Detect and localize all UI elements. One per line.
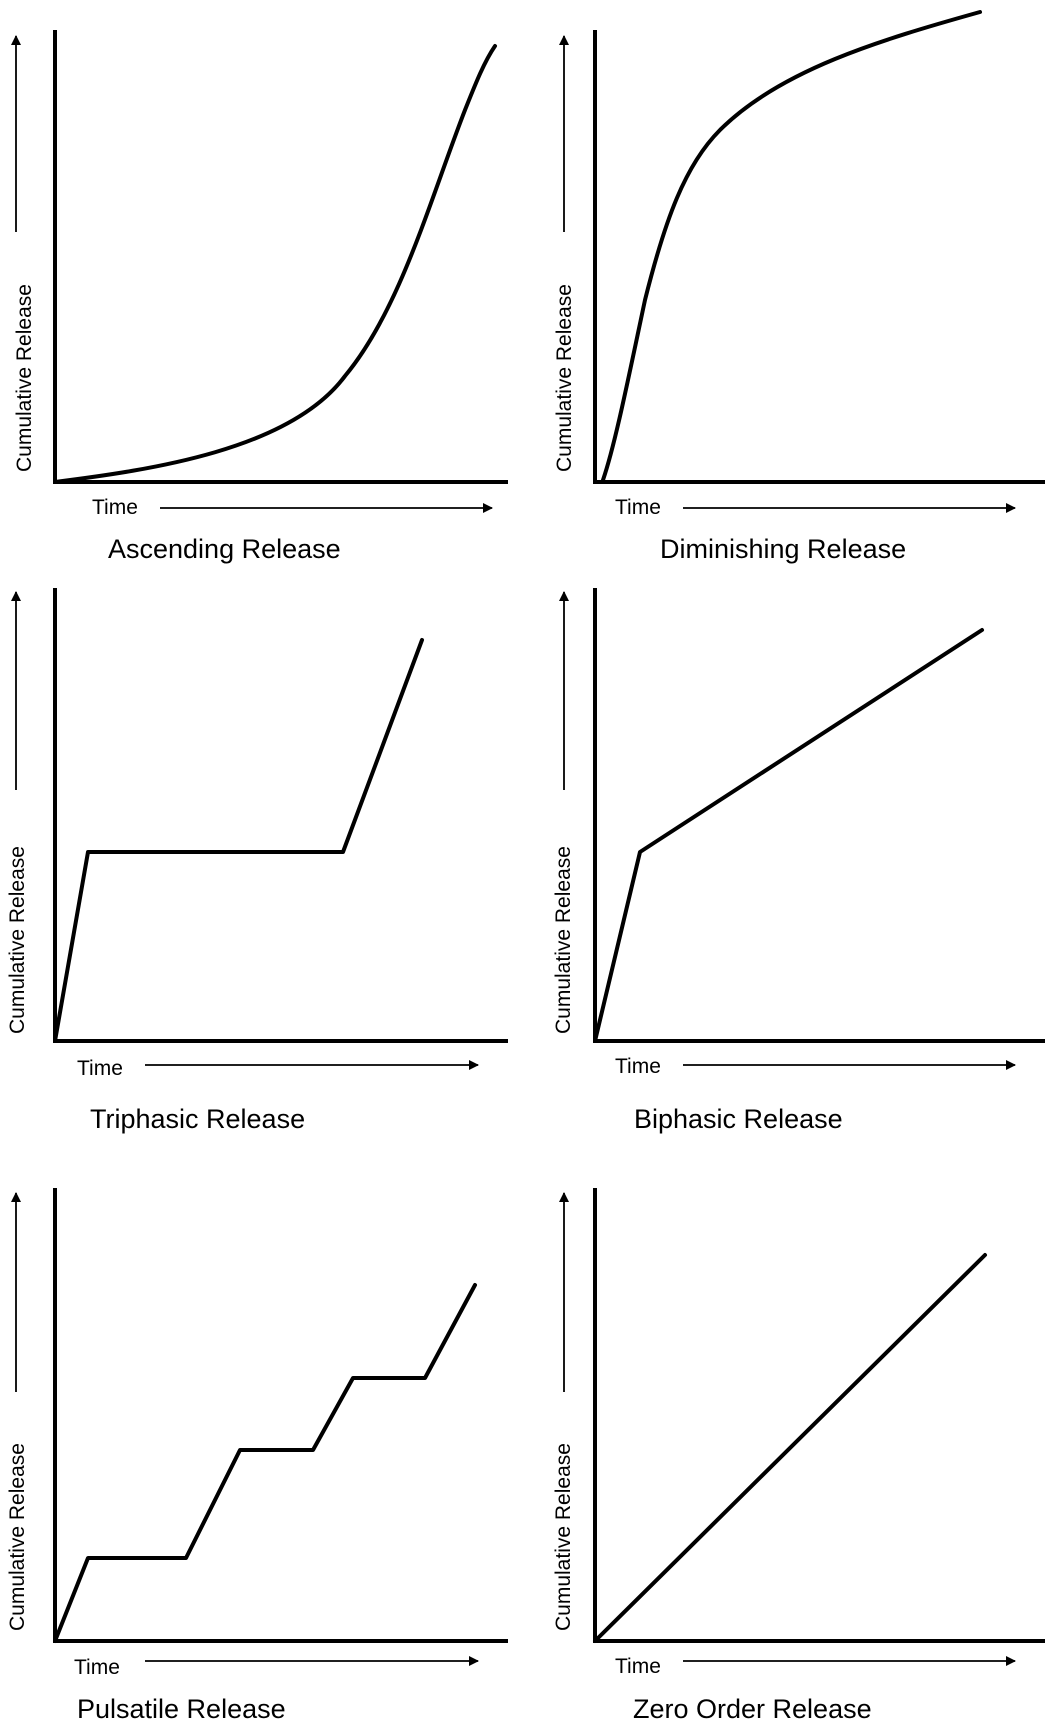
y-axis-label: Cumulative Release	[553, 284, 576, 472]
panel-title: Pulsatile Release	[77, 1694, 286, 1724]
panel-zero-order: Cumulative Release Time Zero Order Relea…	[552, 1188, 1045, 1724]
triphasic-curve	[53, 638, 424, 1043]
diminishing-curve	[601, 10, 982, 482]
x-axis-label: Time	[615, 1655, 661, 1678]
y-axis-label: Cumulative Release	[552, 846, 575, 1034]
panel-triphasic: Cumulative Release Time Triphasic Releas…	[6, 588, 508, 1134]
y-axis-label: Cumulative Release	[552, 1443, 575, 1631]
pulsatile-curve	[53, 1283, 477, 1643]
panel-biphasic: Cumulative Release Time Biphasic Release	[552, 588, 1045, 1134]
y-axis-label: Cumulative Release	[6, 846, 29, 1034]
panel-title: Diminishing Release	[660, 534, 906, 564]
x-axis-label: Time	[92, 496, 138, 519]
panel-title: Triphasic Release	[90, 1104, 305, 1134]
x-axis-label: Time	[615, 1055, 661, 1078]
panel-ascending: Cumulative Release Time Ascending Releas…	[11, 30, 508, 564]
biphasic-curve	[593, 628, 984, 1043]
x-axis-label: Time	[615, 496, 661, 519]
panel-diminishing: Cumulative Release Time Diminishing Rele…	[553, 10, 1045, 564]
ascending-curve	[53, 44, 497, 484]
panel-pulsatile: Cumulative Release Time Pulsatile Releas…	[6, 1188, 508, 1724]
panel-title: Ascending Release	[108, 534, 341, 564]
y-axis-label: Cumulative Release	[6, 1443, 29, 1631]
panel-title: Biphasic Release	[634, 1104, 843, 1134]
panel-title: Zero Order Release	[633, 1694, 872, 1724]
x-axis-label: Time	[77, 1057, 123, 1080]
y-axis-label: Cumulative Release	[13, 284, 36, 472]
x-axis-label: Time	[74, 1656, 120, 1679]
zero-order-line	[593, 1253, 987, 1643]
